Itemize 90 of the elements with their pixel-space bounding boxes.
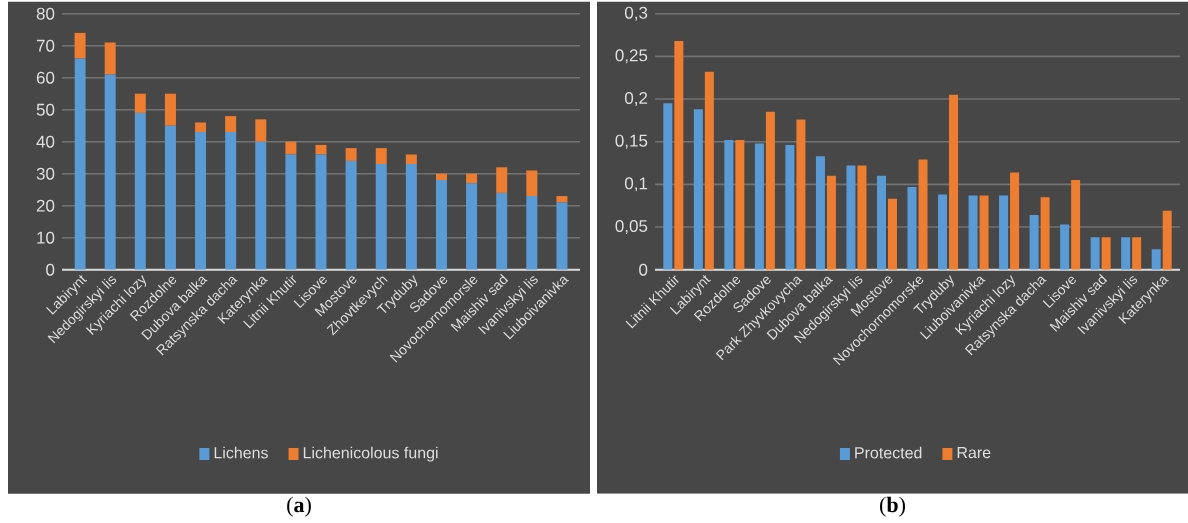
y-tick-label: 0,15 xyxy=(615,134,648,149)
bar xyxy=(375,147,387,164)
bar xyxy=(815,156,825,270)
legend-label: Lichens xyxy=(214,446,268,459)
bar xyxy=(74,58,86,270)
y-tick-label: 10 xyxy=(37,231,55,244)
y-tick-label: 0,25 xyxy=(615,49,648,64)
y-tick-label: 0,1 xyxy=(624,177,648,192)
bar xyxy=(405,154,417,164)
bar xyxy=(663,103,673,270)
bar xyxy=(999,195,1009,270)
y-tick-label: 0 xyxy=(46,263,55,276)
bar xyxy=(857,165,867,270)
bar xyxy=(1132,237,1142,270)
y-tick-label: 0 xyxy=(639,263,648,276)
legend-label: Rare xyxy=(957,446,991,459)
bar xyxy=(315,144,327,155)
y-tick-label: 50 xyxy=(36,103,55,116)
bar xyxy=(704,71,714,270)
bar xyxy=(285,141,297,155)
bar xyxy=(556,202,568,270)
bar xyxy=(876,175,886,270)
bar xyxy=(435,179,447,270)
bar xyxy=(1010,172,1020,270)
bar xyxy=(195,131,207,270)
bar xyxy=(466,183,478,270)
bar xyxy=(345,147,357,161)
bar xyxy=(796,119,806,270)
bar xyxy=(754,143,764,270)
y-tick-label: 0,05 xyxy=(615,219,648,234)
text: (a) xyxy=(287,496,311,517)
bar xyxy=(887,198,897,270)
bar xyxy=(195,122,207,132)
y-tick-label: 70 xyxy=(36,39,55,52)
bar xyxy=(1029,214,1039,270)
bar xyxy=(724,139,734,270)
bar xyxy=(134,93,146,113)
bar xyxy=(526,170,538,196)
bar xyxy=(826,175,836,270)
bar xyxy=(255,141,267,270)
bar xyxy=(104,74,116,270)
y-tick-label: 0,2 xyxy=(624,91,648,106)
bar xyxy=(846,165,856,270)
bar xyxy=(225,131,237,270)
bar xyxy=(164,125,176,270)
bar xyxy=(1060,224,1070,270)
bar xyxy=(74,32,86,59)
y-tick-label: 40 xyxy=(36,135,55,148)
y-tick-label: 60 xyxy=(36,71,55,84)
bar xyxy=(1101,237,1111,270)
bar xyxy=(164,93,176,126)
bar xyxy=(496,192,508,270)
text: (b) xyxy=(880,496,905,517)
bar xyxy=(466,173,478,184)
legend-label: Lichenicolous fungi xyxy=(303,446,438,462)
y-tick-label: 0,3 xyxy=(624,6,648,21)
bar xyxy=(979,195,989,270)
bar xyxy=(938,194,948,270)
bar xyxy=(496,167,508,193)
bar xyxy=(556,195,568,203)
bar xyxy=(674,40,684,270)
bar xyxy=(345,160,357,270)
y-tick-label: 80 xyxy=(36,7,55,20)
bar xyxy=(285,154,297,270)
bar xyxy=(1121,237,1131,270)
bar xyxy=(255,119,267,142)
bar xyxy=(1090,237,1100,270)
bar xyxy=(134,112,146,270)
bar xyxy=(785,144,795,270)
bar xyxy=(1071,179,1081,270)
y-tick-label: 30 xyxy=(36,167,55,180)
bar xyxy=(1162,210,1172,270)
bar xyxy=(405,163,417,270)
legend-label: Protected xyxy=(855,446,922,459)
bar xyxy=(693,109,703,270)
bar xyxy=(1040,197,1050,270)
bar xyxy=(765,111,775,270)
bar xyxy=(949,94,959,270)
bar xyxy=(526,195,538,270)
bar xyxy=(315,154,327,270)
y-tick-label: 20 xyxy=(36,199,55,212)
bar xyxy=(225,115,237,132)
bar xyxy=(907,186,917,270)
bar xyxy=(735,139,745,270)
bar xyxy=(375,163,387,270)
bar xyxy=(968,195,978,270)
bar xyxy=(435,173,447,180)
bar xyxy=(918,159,928,270)
bar xyxy=(104,42,116,75)
bar xyxy=(1151,249,1161,270)
